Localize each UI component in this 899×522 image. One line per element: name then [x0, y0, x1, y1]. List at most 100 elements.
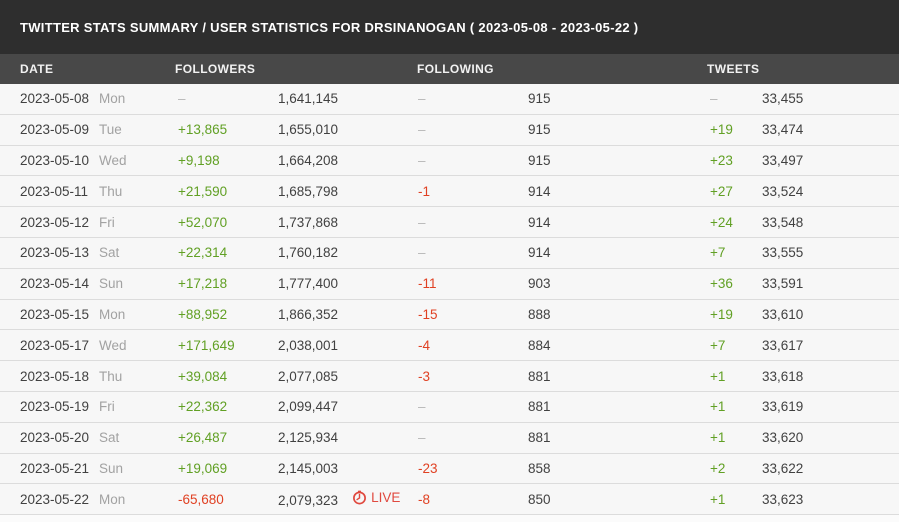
cell-day: Sun: [99, 461, 178, 476]
cell-following-total: 914: [528, 245, 710, 260]
cell-tweets-total: 33,524: [762, 184, 899, 199]
cell-tweets-change: +7: [710, 245, 762, 260]
cell-following-total: 914: [528, 184, 710, 199]
cell-following-total: 881: [528, 399, 710, 414]
cell-followers-change-value: +39,084: [178, 368, 228, 384]
cell-date: 2023-05-09: [20, 122, 99, 137]
cell-tweets-change-value: +24: [710, 214, 733, 230]
cell-followers-change-value: -65,680: [178, 491, 224, 507]
table-row: 2023-05-13 Sat +22,314 1,760,182 – 914 +7 33,55…: [0, 237, 899, 269]
cell-following-total: 903: [528, 276, 710, 291]
cell-tweets-change-value: +19: [710, 122, 733, 138]
cell-date-value: 2023-05-10: [20, 152, 90, 168]
cell-following-change: -3: [418, 369, 528, 384]
cell-followers-total: 2,145,003: [278, 461, 418, 476]
cell-tweets-total: 33,497: [762, 153, 899, 168]
cell-followers-total-value: 2,038,001: [278, 337, 339, 353]
cell-date: 2023-05-21: [20, 461, 99, 476]
cell-tweets-total: 33,591: [762, 276, 899, 291]
cell-tweets-change-value: +1: [710, 368, 726, 384]
column-header-tweets: TWEETS: [707, 62, 760, 76]
cell-following-change-value: -4: [418, 337, 431, 353]
cell-tweets-total-value: 33,620: [762, 430, 804, 446]
cell-day-value: Wed: [99, 152, 127, 168]
cell-followers-change: +17,218: [178, 276, 278, 291]
cell-followers-change: +13,865: [178, 122, 278, 137]
cell-date: 2023-05-18: [20, 369, 99, 384]
cell-following-total: 858: [528, 461, 710, 476]
cell-followers-change-value: +22,314: [178, 245, 228, 261]
cell-followers-total-value: 1,641,145: [278, 91, 339, 107]
cell-tweets-change-value: +2: [710, 460, 726, 476]
cell-tweets-total: 33,622: [762, 461, 899, 476]
cell-following-change-value: -11: [418, 276, 437, 292]
cell-tweets-change-value: +1: [710, 491, 726, 507]
cell-following-total: 915: [528, 122, 710, 137]
table-body: 2023-05-08 Mon –1,641,145–915–33,455 2023-0…: [0, 84, 899, 516]
column-header-followers: FOLLOWERS: [175, 62, 256, 76]
cell-following-total: 881: [528, 430, 710, 445]
cell-day: Thu: [99, 184, 178, 199]
cell-following-total-value: 858: [528, 460, 551, 476]
table-header-row: DATE FOLLOWERS FOLLOWING TWEETS: [0, 54, 899, 84]
cell-tweets-change: +27: [710, 184, 762, 199]
cell-date: 2023-05-13: [20, 245, 99, 260]
cell-following-total: 915: [528, 153, 710, 168]
cell-day-value: Mon: [99, 91, 126, 107]
cell-day-value: Sun: [99, 460, 124, 476]
cell-date: 2023-05-20: [20, 430, 99, 445]
cell-followers-change: +26,487: [178, 430, 278, 445]
cell-date: 2023-05-14: [20, 276, 99, 291]
cell-day: Mon: [99, 91, 178, 106]
cell-following-change: -1: [418, 184, 528, 199]
cell-followers-total-value: 2,079,323: [278, 493, 339, 509]
cell-day: Wed: [99, 338, 178, 353]
cell-followers-total-value: 1,685,798: [278, 183, 339, 199]
cell-followers-change: +88,952: [178, 307, 278, 322]
cell-day-value: Mon: [99, 491, 126, 507]
clock-icon: [353, 490, 367, 505]
cell-followers-change-value: +171,649: [178, 337, 235, 353]
cell-day-value: Wed: [99, 337, 127, 353]
cell-day: Fri: [99, 399, 178, 414]
cell-date-value: 2023-05-15: [20, 306, 90, 322]
cell-tweets-total: 33,474: [762, 122, 899, 137]
cell-following-change: -4: [418, 338, 528, 353]
cell-tweets-total-value: 33,610: [762, 306, 804, 322]
cell-tweets-total: 33,619: [762, 399, 899, 414]
cell-tweets-total: 33,555: [762, 245, 899, 260]
cell-tweets-total-value: 33,591: [762, 276, 804, 292]
cell-followers-total: 2,038,001: [278, 338, 418, 353]
cell-following-total-value: 884: [528, 337, 551, 353]
cell-followers-change: +52,070: [178, 215, 278, 230]
cell-tweets-total: 33,618: [762, 369, 899, 384]
cell-tweets-total-value: 33,524: [762, 183, 804, 199]
cell-followers-change-value: +21,590: [178, 183, 228, 199]
cell-tweets-change-value: +19: [710, 306, 733, 322]
table-row: 2023-05-21 Sun +19,069 2,145,003 -23 858 +2 33,…: [0, 453, 899, 485]
cell-date-value: 2023-05-09: [20, 122, 90, 138]
cell-following-total-value: 881: [528, 399, 551, 415]
cell-day-value: Sun: [99, 276, 124, 292]
title-bar: TWITTER STATS SUMMARY / USER STATISTICS …: [0, 0, 899, 54]
cell-tweets-total-value: 33,474: [762, 122, 804, 138]
cell-followers-change-value: +17,218: [178, 276, 228, 292]
cell-tweets-change: +23: [710, 153, 762, 168]
live-indicator: LIVE: [352, 490, 400, 505]
cell-date-value: 2023-05-12: [20, 214, 90, 230]
table-row: 2023-05-17 Wed +171,649 2,038,001 -4 884 +7 33,…: [0, 330, 899, 362]
cell-followers-change: +19,069: [178, 461, 278, 476]
cell-tweets-total: 33,610: [762, 307, 899, 322]
cell-following-change-value: -15: [418, 306, 438, 322]
table-row: 2023-05-11 Thu +21,590 1,685,798 -1 914 +27 33,…: [0, 176, 899, 208]
cell-tweets-change: +1: [710, 369, 762, 384]
cell-following-change-value: -1: [418, 183, 431, 199]
cell-followers-total-value: 1,866,352: [278, 306, 339, 322]
cell-tweets-change-value: +7: [710, 337, 726, 353]
cell-followers-total: 1,641,145: [278, 91, 418, 106]
cell-tweets-change: +7: [710, 338, 762, 353]
table-row: 2023-05-09 Tue +13,865 1,655,010 – 915 +19 33,4…: [0, 114, 899, 146]
cell-followers-total-value: 2,099,447: [278, 399, 339, 415]
cell-followers-total: 1,664,208: [278, 153, 418, 168]
cell-day: Thu: [99, 369, 178, 384]
